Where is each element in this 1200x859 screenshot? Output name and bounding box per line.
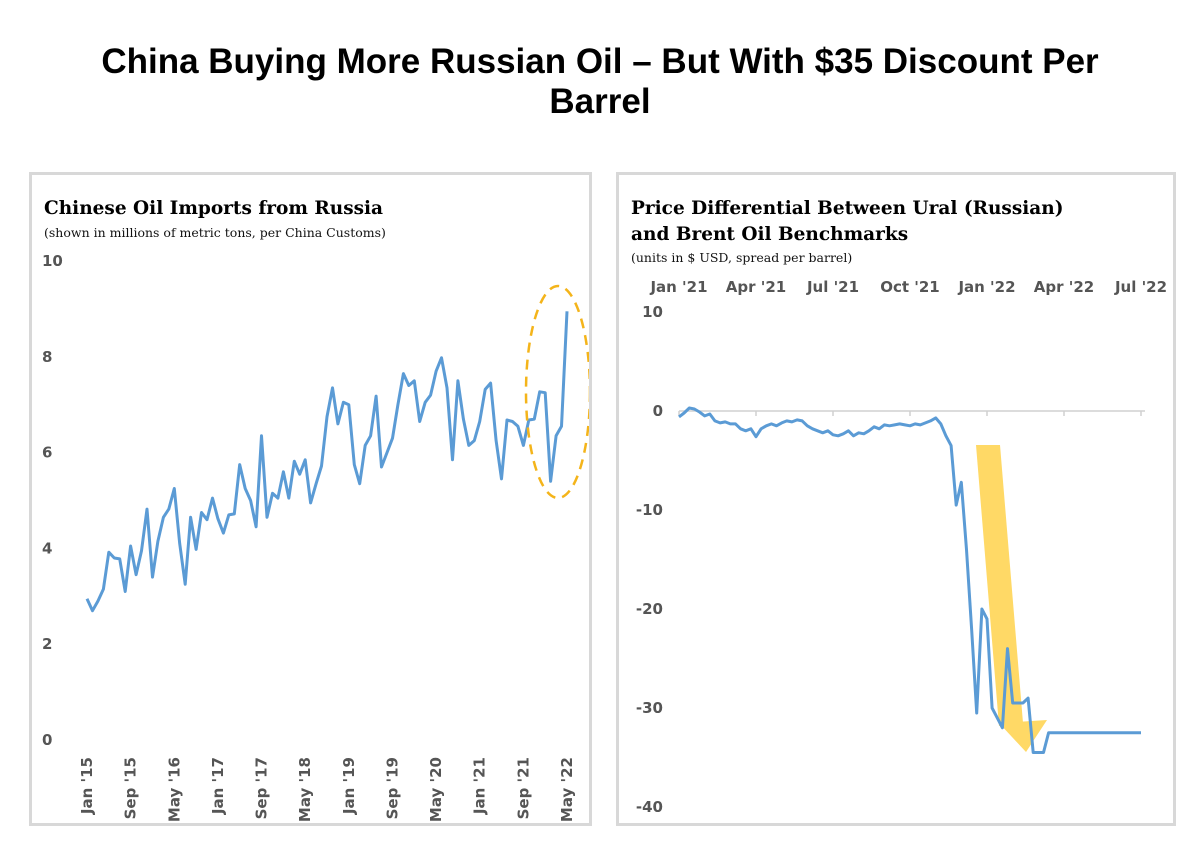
y-tick-label: 10 <box>642 303 663 321</box>
x-tick-label: Jan '15 <box>78 757 96 815</box>
x-tick-label: Apr '21 <box>726 278 786 296</box>
down-arrow-shaft <box>976 445 1023 726</box>
x-tick-label: Jul '21 <box>806 278 859 296</box>
y-tick-label: 6 <box>42 444 52 462</box>
chart-panel-imports: Chinese Oil Imports from Russia (shown i… <box>29 172 592 826</box>
page-title: China Buying More Russian Oil – But With… <box>101 42 1099 121</box>
differential-line-chart: 10 0 -10 -20 -30 -40 Jan '21 Apr '21 Jul '21 Oct … <box>636 278 1167 816</box>
y-tick-label: 0 <box>653 402 663 420</box>
chart-subtitle-imports: (shown in millions of metric tons, per C… <box>44 225 386 240</box>
down-arrow-head <box>999 720 1047 752</box>
x-tick-label: Sep '15 <box>122 757 140 819</box>
y-tick-label: 10 <box>42 252 63 270</box>
x-tick-label: May '20 <box>427 757 445 822</box>
imports-line-chart: 0 2 4 6 8 10 Jan '15 Sep '15 May '16 Jan '17 Sep '… <box>42 252 589 822</box>
x-tick-label: Jan '21 <box>471 757 489 815</box>
x-tick-label: Sep '17 <box>253 757 271 819</box>
x-tick-label: May '18 <box>296 757 314 822</box>
chart-title-differential-line2: and Brent Oil Benchmarks <box>631 224 909 245</box>
x-tick-label: Sep '21 <box>514 757 532 819</box>
x-tick-label: May '22 <box>558 757 576 822</box>
y-tick-label: -40 <box>636 798 663 816</box>
y-tick-label: 2 <box>42 635 52 653</box>
x-tick-label: May '16 <box>165 757 183 822</box>
differential-series-line <box>678 406 1141 754</box>
x-tick-label: Jul '22 <box>1114 278 1167 296</box>
x-tick-label: Sep '19 <box>383 757 401 819</box>
y-tick-label: -30 <box>636 699 663 717</box>
imports-series-line <box>85 311 569 613</box>
x-tick-label: Jan '17 <box>209 757 227 815</box>
x-tick-label: Apr '22 <box>1034 278 1094 296</box>
y-tick-label: -10 <box>636 501 663 519</box>
chart-title-differential-line1: Price Differential Between Ural (Russian… <box>631 198 1064 219</box>
chart-panel-differential: Price Differential Between Ural (Russian… <box>616 172 1176 826</box>
x-tick-label: Jan '21 <box>649 278 707 296</box>
highlight-ellipse <box>524 284 589 500</box>
x-tick-label: Jan '19 <box>340 757 358 815</box>
y-tick-label: -20 <box>636 600 663 618</box>
y-tick-label: 4 <box>42 539 52 557</box>
chart-title-imports: Chinese Oil Imports from Russia <box>44 198 384 219</box>
y-tick-label: 0 <box>42 731 52 749</box>
y-tick-label: 8 <box>42 348 52 366</box>
chart-subtitle-differential: (units in $ USD, spread per barrel) <box>631 250 853 265</box>
x-tick-label: Oct '21 <box>880 278 940 296</box>
x-tick-label: Jan '22 <box>957 278 1015 296</box>
